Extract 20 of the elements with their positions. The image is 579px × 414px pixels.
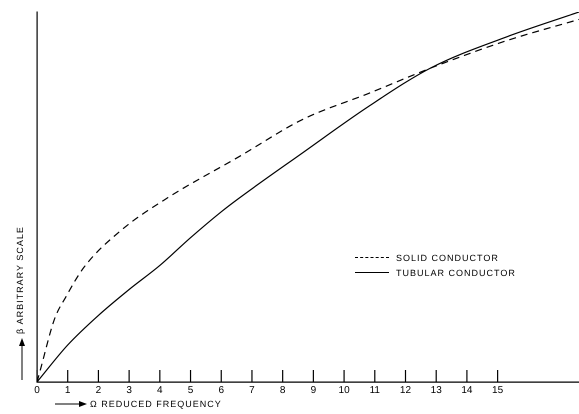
x-tick-label: 9	[310, 384, 317, 396]
x-tick-label: 7	[249, 384, 256, 396]
x-tick-label: 15	[492, 384, 504, 396]
legend-label: SOLID CONDUCTOR	[396, 252, 499, 262]
y-axis-title: β ARBITRARY SCALE	[15, 226, 25, 334]
x-tick-label: 14	[461, 384, 473, 396]
x-tick-label: 1	[64, 384, 71, 396]
x-tick-label: 0	[34, 384, 40, 396]
x-tick-label: 13	[430, 384, 442, 396]
x-tick-label: 5	[188, 384, 194, 396]
x-axis-title: Ω REDUCED FREQUENCY	[90, 399, 222, 409]
legend-label: TUBULAR CONDUCTOR	[396, 268, 516, 278]
x-tick-label: 10	[338, 384, 350, 396]
x-tick-label: 6	[218, 384, 224, 396]
x-tick-label: 2	[96, 384, 102, 396]
x-tick-label: 12	[400, 384, 412, 396]
x-tick-label: 8	[280, 384, 286, 396]
x-tick-label: 11	[370, 384, 380, 396]
x-tick-label: 4	[157, 384, 164, 396]
x-tick-label: 3	[126, 384, 132, 396]
